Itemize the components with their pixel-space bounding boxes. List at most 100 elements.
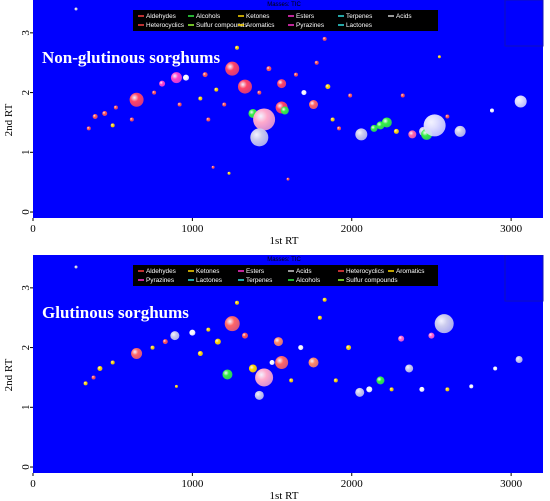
- legend-label: Sulfur compounds: [346, 277, 398, 284]
- data-point: [254, 390, 264, 400]
- data-point: [174, 384, 178, 388]
- x-axis-label: 1st RT: [270, 235, 299, 246]
- data-point: [346, 345, 352, 351]
- data-point: [337, 126, 341, 131]
- y-tick-label: 1: [20, 150, 32, 156]
- data-point: [289, 378, 294, 383]
- corner-box: [504, 255, 544, 302]
- data-point: [434, 314, 454, 334]
- legend-label: Alcohols: [296, 277, 320, 284]
- data-point: [419, 386, 425, 392]
- data-point: [235, 300, 239, 305]
- data-point: [222, 369, 233, 380]
- axis-ticks: 0 1000 2000 3000 0 1 2 3: [20, 285, 523, 490]
- data-point: [469, 384, 474, 389]
- data-point: [437, 55, 441, 59]
- data-point: [170, 331, 180, 341]
- data-point: [309, 100, 318, 110]
- y-axis-label: 2nd RT: [3, 358, 15, 391]
- masses-label: Masses: TIC: [267, 2, 301, 8]
- chart-panel-non-glutinous: Masses: TIC Aldehydes Alcohols Ketones Este…: [0, 0, 550, 246]
- data-point: [211, 165, 215, 169]
- data-point: [493, 366, 498, 371]
- x-tick-label: 2000: [341, 478, 364, 490]
- data-point: [317, 315, 322, 320]
- data-point: [170, 72, 182, 84]
- data-point: [273, 337, 283, 347]
- data-point: [325, 84, 331, 90]
- data-point: [423, 114, 446, 137]
- data-point: [150, 345, 155, 350]
- data-point: [74, 265, 78, 269]
- data-point: [322, 297, 327, 302]
- data-point: [102, 110, 108, 116]
- x-axis-label: 1st RT: [270, 490, 299, 501]
- legend-label: Aldehydes: [146, 13, 176, 20]
- data-point: [445, 387, 450, 392]
- data-points: [74, 7, 527, 181]
- plot-area: [33, 255, 543, 473]
- y-tick-label: 2: [20, 90, 32, 96]
- data-point: [398, 335, 405, 342]
- legend-label: Pyrazines: [296, 22, 324, 29]
- data-point: [301, 90, 307, 96]
- data-point: [286, 177, 290, 181]
- data-point: [490, 108, 494, 113]
- data-point: [206, 327, 211, 332]
- data-point: [113, 105, 118, 110]
- data-point: [222, 102, 227, 107]
- legend-label: Lactones: [196, 277, 222, 284]
- legend-label: Esters: [246, 268, 264, 275]
- legend-box: [133, 265, 438, 286]
- data-point: [241, 332, 248, 339]
- y-tick-label: 3: [20, 285, 32, 291]
- data-point: [110, 123, 115, 128]
- data-point: [280, 106, 289, 115]
- data-point: [355, 387, 365, 397]
- x-tick-label: 3000: [500, 478, 523, 490]
- legend: Aldehydes Ketones Esters Acids Heterocyclics…: [138, 268, 424, 284]
- legend-label: Esters: [296, 13, 314, 20]
- x-tick-label: 3000: [500, 223, 523, 235]
- chart-svg: Masses: TIC Aldehydes Ketones Esters Acids H…: [0, 255, 550, 501]
- legend-label: Terpenes: [346, 13, 372, 20]
- data-point: [74, 7, 78, 11]
- data-point: [224, 316, 240, 332]
- x-tick-label: 2000: [341, 223, 364, 235]
- data-point: [198, 96, 203, 101]
- data-point: [129, 92, 144, 107]
- legend-label: Ketones: [196, 268, 219, 275]
- masses-label: Masses: TIC: [267, 257, 301, 263]
- data-point: [202, 72, 208, 78]
- data-point: [162, 339, 168, 345]
- data-point: [393, 128, 399, 134]
- corner-box: [504, 0, 544, 47]
- data-point: [314, 60, 319, 65]
- chart-title: Glutinous sorghums: [42, 303, 189, 322]
- data-point: [214, 87, 219, 92]
- data-point: [277, 79, 287, 89]
- legend-label: Aromatics: [396, 268, 424, 275]
- data-point: [348, 93, 353, 98]
- data-point: [269, 360, 275, 366]
- data-point: [253, 108, 276, 131]
- legend-label: Heterocyclics: [146, 22, 184, 29]
- data-point: [405, 364, 414, 373]
- y-tick-label: 0: [20, 464, 32, 470]
- data-point: [248, 364, 257, 373]
- axis-ticks: 0 1000 2000 3000 0 1 2 3: [20, 30, 523, 235]
- data-point: [322, 36, 327, 41]
- chart-panel-glutinous: Masses: TIC Aldehydes Ketones Esters Acids H…: [0, 255, 550, 501]
- data-point: [298, 345, 304, 351]
- data-point: [381, 117, 392, 128]
- y-axis-label: 2nd RT: [3, 103, 15, 136]
- data-point: [445, 114, 450, 119]
- data-point: [330, 117, 335, 122]
- y-tick-label: 1: [20, 405, 32, 411]
- data-point: [152, 90, 157, 95]
- legend-label: Lactones: [346, 22, 372, 29]
- legend-label: Acids: [396, 13, 412, 20]
- data-point: [255, 368, 274, 387]
- data-point: [250, 128, 269, 147]
- legend-box: [133, 10, 438, 31]
